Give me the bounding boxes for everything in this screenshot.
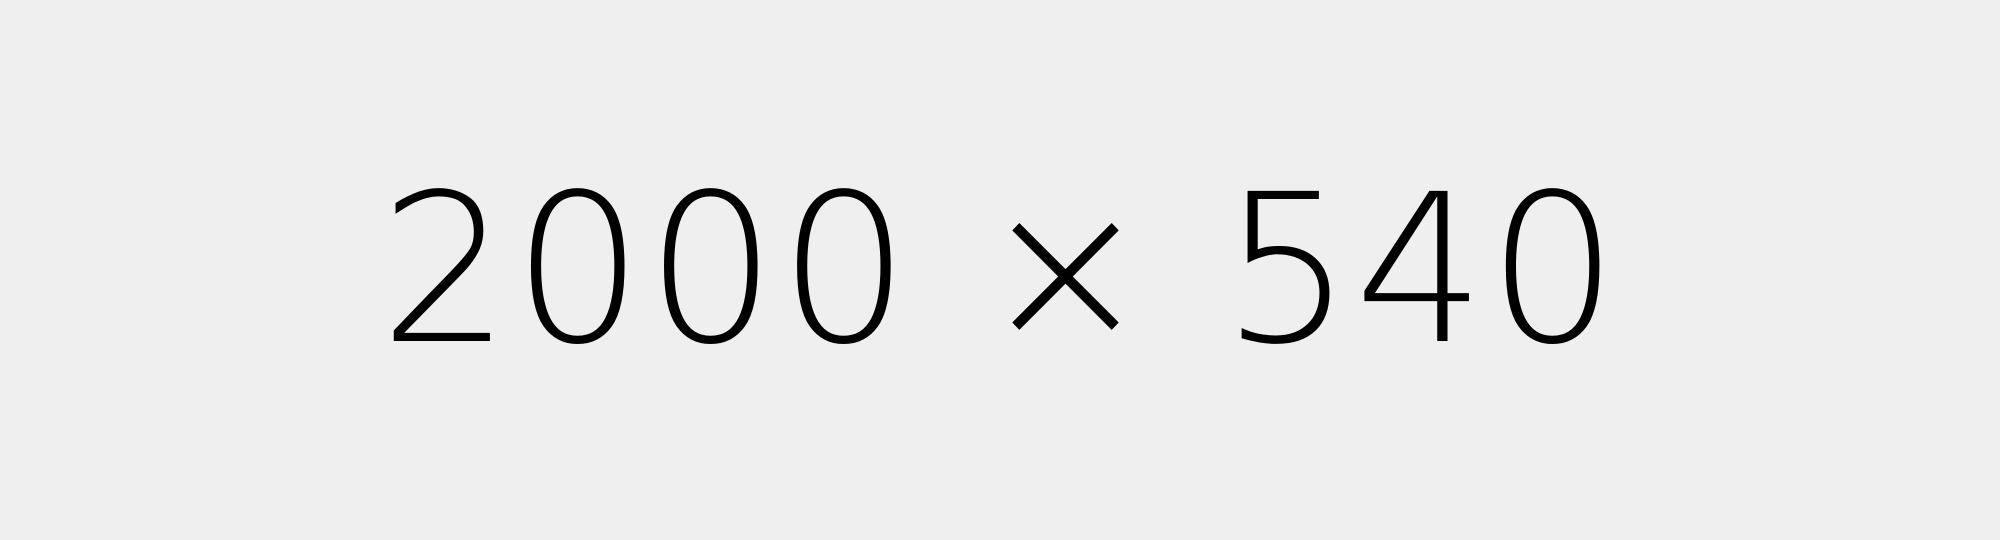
dimension-label: 2000 × 540 bbox=[379, 150, 1621, 390]
